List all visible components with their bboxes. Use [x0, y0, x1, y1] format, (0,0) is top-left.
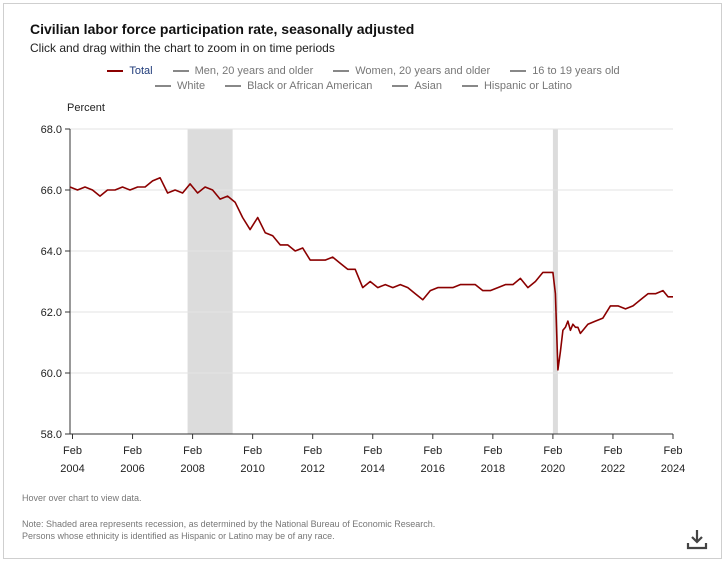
legend-label: Total: [129, 65, 153, 77]
legend-label: Black or African American: [247, 80, 373, 92]
legend-item-men[interactable]: Men, 20 years and older: [172, 65, 314, 77]
chart-panel: [3, 3, 722, 559]
y-tick-label: 64.0: [41, 246, 62, 258]
legend-swatch: [225, 85, 242, 87]
x-tick-label-month: Feb: [664, 445, 683, 457]
y-tick-label: 62.0: [41, 307, 62, 319]
download-icon[interactable]: [686, 528, 708, 550]
y-tick-label: 58.0: [41, 429, 62, 441]
x-tick-label-month: Feb: [63, 445, 82, 457]
chart-subtitle: Click and drag within the chart to zoom …: [30, 41, 335, 55]
x-tick-label-month: Feb: [603, 445, 622, 457]
footnote-line-1: Note: Shaded area represents recession, …: [22, 519, 436, 529]
x-axis: Feb 2004 Feb 2006 Feb 2008 Feb 2010 Feb 2012 Feb 20…: [60, 433, 685, 475]
legend-label: 16 to 19 years old: [532, 65, 620, 77]
x-tick-label-year: 2006: [120, 463, 144, 475]
legend-item-black[interactable]: Black or African American: [225, 80, 372, 92]
hover-hint: Hover over chart to view data.: [22, 493, 142, 503]
legend-item-women[interactable]: Women, 20 years and older: [333, 65, 490, 77]
legend-swatch: [154, 85, 171, 87]
recession-band: [187, 129, 233, 434]
x-tick-label-year: 2014: [361, 463, 385, 475]
x-tick-label-year: 2016: [421, 463, 445, 475]
legend-item-white[interactable]: White: [154, 80, 206, 92]
legend-item-asian[interactable]: Asian: [392, 80, 442, 92]
x-tick-label-year: 2020: [541, 463, 565, 475]
legend-item-hispanic[interactable]: Hispanic or Latino: [461, 80, 573, 92]
x-tick-label-month: Feb: [543, 445, 562, 457]
chart-title: Civilian labor force participation rate,…: [30, 21, 415, 37]
x-tick-label-year: 2010: [240, 463, 264, 475]
y-tick-label: 60.0: [41, 368, 62, 380]
legend-row-1: Total Men, 20 years and older Women, 20 …: [0, 65, 727, 77]
x-tick-label-year: 2024: [661, 463, 685, 475]
x-tick-label-year: 2012: [300, 463, 324, 475]
legend-label: Hispanic or Latino: [483, 80, 573, 92]
grid-lines: [70, 128, 673, 435]
legend-swatch: [333, 70, 350, 72]
legend-swatch: [107, 70, 124, 72]
x-tick-label-month: Feb: [183, 445, 202, 457]
legend-swatch: [510, 70, 527, 72]
footnote-line-2: Persons whose ethnicity is identified as…: [22, 531, 335, 541]
recession-band: [552, 129, 558, 434]
legend-swatch: [392, 85, 409, 87]
x-tick-label-month: Feb: [483, 445, 502, 457]
legend-swatch: [172, 70, 189, 72]
x-tick-label-year: 2004: [60, 463, 84, 475]
legend-row-2: White Black or African American Asian Hi…: [0, 80, 727, 92]
y-tick-label: 68.0: [41, 124, 62, 136]
legend-swatch: [461, 85, 478, 87]
x-tick-label-year: 2018: [481, 463, 505, 475]
y-tick-label: 66.0: [41, 185, 62, 197]
legend-label: Women, 20 years and older: [355, 65, 491, 77]
legend-label: White: [176, 80, 206, 92]
y-axis: 58.0 60.0 62.0 64.0 66.0 68.0: [41, 124, 71, 441]
legend-item-teens[interactable]: 16 to 19 years old: [510, 65, 620, 77]
x-tick-label-month: Feb: [423, 445, 442, 457]
series-lines: [69, 177, 673, 371]
x-tick-label-month: Feb: [123, 445, 142, 457]
legend-label: Asian: [414, 80, 442, 92]
x-tick-label-month: Feb: [303, 445, 322, 457]
x-tick-label-year: 2022: [601, 463, 625, 475]
x-tick-label-year: 2008: [180, 463, 204, 475]
footnote: Note: Shaded area represents recession, …: [22, 518, 435, 542]
y-axis-title: Percent: [67, 102, 105, 114]
x-tick-label-month: Feb: [363, 445, 382, 457]
series-line-total: [69, 177, 673, 371]
legend-label: Men, 20 years and older: [194, 65, 314, 77]
recession-bands: [187, 129, 558, 434]
legend-item-total[interactable]: Total: [107, 65, 153, 77]
x-tick-label-month: Feb: [243, 445, 262, 457]
